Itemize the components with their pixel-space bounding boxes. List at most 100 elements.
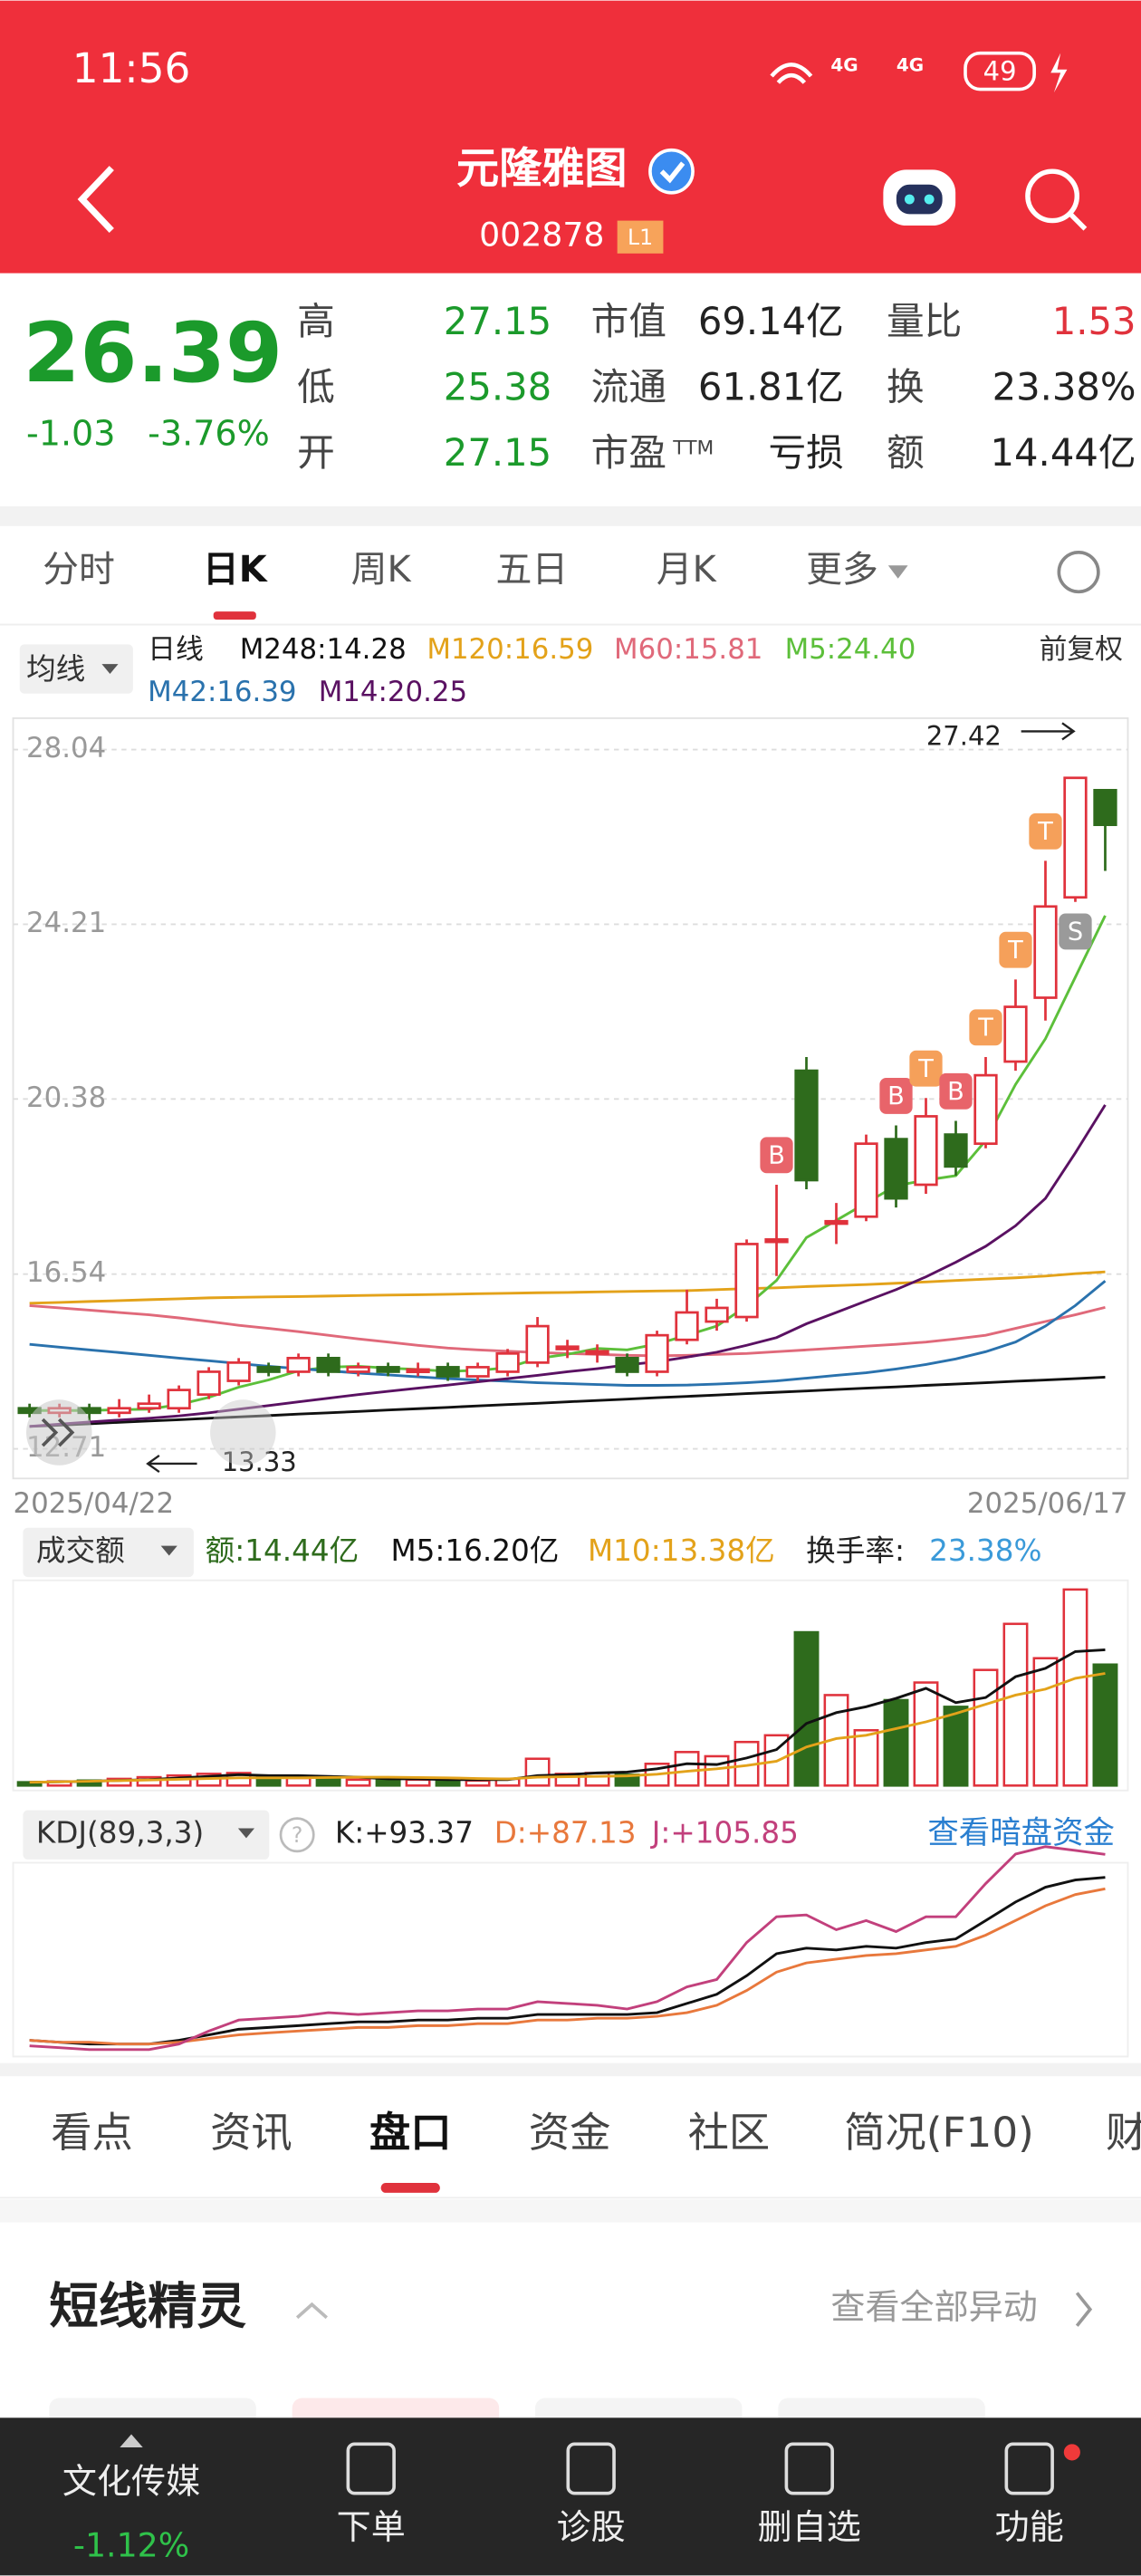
period-tab[interactable]: 周K — [351, 549, 412, 591]
adjust-mode[interactable]: 前复权 — [1040, 633, 1123, 666]
action-icon — [784, 2442, 834, 2495]
volume-bar — [943, 1706, 969, 1787]
volume-bar — [973, 1668, 999, 1787]
dropdown-caret — [101, 664, 119, 674]
period-tab[interactable]: 更多 — [806, 549, 878, 591]
expand-icon — [120, 2434, 143, 2447]
action-label[interactable]: 功能 — [995, 2507, 1064, 2547]
volume-bar — [1002, 1622, 1029, 1787]
signal-label: B — [947, 1078, 964, 1106]
candle-body — [197, 1370, 221, 1396]
collapse-icon[interactable] — [295, 2302, 328, 2320]
series-line — [29, 1280, 1107, 1387]
legend-entry: M14:20.25 — [319, 676, 467, 708]
candle-body — [944, 1133, 968, 1168]
status-time: 11:56 — [72, 44, 191, 92]
period-tab[interactable]: 月K — [657, 549, 717, 591]
info-tab[interactable]: 盘口 — [369, 2109, 452, 2157]
battery-level: 49 — [983, 55, 1017, 86]
dropdown-caret — [160, 1545, 177, 1556]
search-button[interactable] — [1025, 168, 1080, 224]
y-tick-label: 24.21 — [26, 907, 106, 939]
stat-label: 额 — [887, 430, 925, 475]
series-line — [29, 1887, 1106, 2046]
candle-body — [615, 1356, 639, 1373]
x-tick-label: 2025/04/22 — [14, 1487, 175, 1520]
series-line — [29, 1375, 1106, 1428]
stat-value: 亏损 — [768, 430, 843, 475]
header-bg — [0, 0, 1141, 274]
volume-bar — [465, 1779, 491, 1787]
zoom-button[interactable] — [210, 1399, 276, 1466]
volume-bar — [853, 1729, 879, 1787]
volume-bar — [584, 1772, 610, 1787]
sector-name[interactable]: 文化传媒 — [62, 2461, 200, 2501]
min-arrow — [146, 1454, 197, 1474]
y-tick-label: 20.38 — [26, 1081, 106, 1114]
ma-selector[interactable] — [19, 644, 133, 694]
max-label: 27.42 — [926, 721, 1002, 752]
sector-change: -1.12% — [73, 2526, 189, 2565]
period-tab[interactable]: 五日 — [496, 549, 569, 591]
kdj-selector[interactable] — [23, 1810, 270, 1860]
action-label[interactable]: 下单 — [337, 2507, 406, 2547]
assistant-face — [896, 184, 943, 215]
series-line — [29, 1104, 1107, 1428]
volume-frame — [12, 1579, 1129, 1792]
info-tab[interactable]: 资讯 — [210, 2109, 292, 2157]
settings-button[interactable] — [1057, 550, 1100, 594]
info-tab[interactable]: 财 — [1106, 2109, 1141, 2157]
help-icon[interactable] — [279, 1817, 315, 1853]
info-tab[interactable]: 简况(F10) — [844, 2109, 1034, 2157]
price: 26.39 — [23, 306, 283, 401]
volume-bar — [435, 1779, 461, 1787]
legend-entry: M120:16.59 — [427, 633, 593, 666]
stat-value: 27.15 — [444, 299, 551, 343]
notification-dot — [1063, 2444, 1080, 2461]
back-button[interactable] — [77, 166, 114, 233]
max-arrow — [1021, 722, 1076, 741]
turnover-label: 换手率: — [806, 1533, 905, 1568]
scroll-button[interactable] — [26, 1399, 92, 1466]
signal-label: T — [1037, 818, 1053, 846]
volume-bar — [106, 1777, 132, 1787]
candle-body — [854, 1142, 878, 1218]
period-tab[interactable]: 日K — [203, 549, 269, 591]
volume-bar — [674, 1751, 700, 1787]
signal-marker — [969, 1009, 1002, 1046]
legend-entry: J:+105.85 — [650, 1816, 799, 1850]
signal-label: T — [1007, 937, 1023, 965]
search-handle — [1069, 212, 1088, 231]
action-label[interactable]: 诊股 — [557, 2507, 626, 2547]
series-line — [29, 1270, 1106, 1305]
candle-body — [824, 1219, 849, 1226]
candle-body — [1093, 789, 1117, 827]
candle-body — [764, 1238, 789, 1244]
volume-bar — [704, 1754, 730, 1787]
stock-code: 002878 — [479, 216, 604, 255]
verified-check — [659, 161, 686, 184]
info-tab[interactable]: 资金 — [529, 2109, 611, 2157]
turnover-value: 23.38% — [929, 1533, 1041, 1568]
candle-body — [884, 1138, 908, 1200]
dark-pool-link[interactable]: 查看暗盘资金 — [927, 1815, 1115, 1851]
info-tab[interactable]: 社区 — [688, 2109, 771, 2157]
dropdown-caret — [887, 565, 908, 579]
info-tab[interactable]: 看点 — [51, 2109, 133, 2157]
level-text: L1 — [628, 225, 653, 250]
candle-body — [256, 1366, 281, 1373]
stat-value: 23.38% — [992, 364, 1136, 409]
volume-chart: 额:14.44亿 M5:16.20亿 M10:13.38亿 — [16, 1533, 1118, 1787]
candle-body — [1063, 776, 1088, 899]
section-link[interactable]: 查看全部异动 — [830, 2287, 1037, 2327]
legend-entry: M248:14.28 — [240, 633, 407, 666]
charging — [1050, 53, 1068, 93]
candle-body — [167, 1389, 191, 1410]
x-tick-label: 2025/06/17 — [967, 1487, 1128, 1520]
section-title: 短线精灵 — [49, 2278, 246, 2335]
signal-marker — [909, 1050, 943, 1087]
volume-selector[interactable] — [23, 1527, 194, 1578]
period-tab[interactable]: 分时 — [43, 549, 115, 591]
action-label[interactable]: 删自选 — [758, 2507, 861, 2547]
